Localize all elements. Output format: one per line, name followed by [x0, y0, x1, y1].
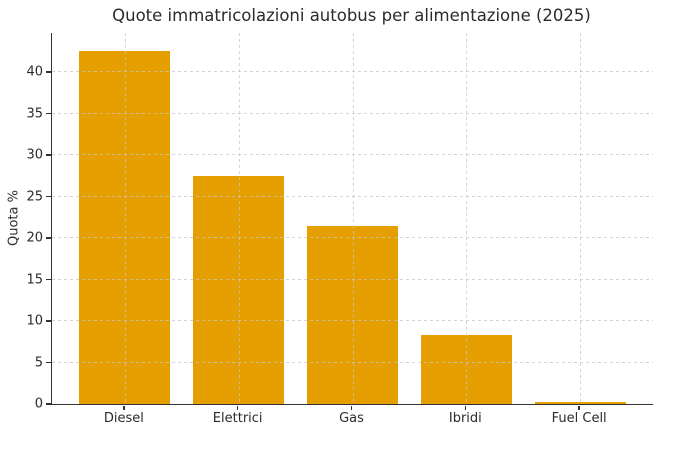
- x-tick-mark: [236, 405, 239, 410]
- x-tick-mark: [123, 405, 125, 410]
- y-tick-label: 5: [34, 355, 43, 370]
- y-tick-label: 40: [26, 64, 43, 80]
- y-tick-label: 15: [26, 272, 43, 287]
- x-tick-mark: [464, 405, 467, 410]
- y-tick-mark: [46, 154, 51, 156]
- plot-area: [51, 33, 653, 405]
- x-tick-label: Ibridi: [448, 411, 482, 426]
- gridline-vertical: [580, 33, 582, 404]
- y-tick-mark: [46, 195, 51, 198]
- bar-fuel-cell: [534, 401, 626, 404]
- y-tick-mark: [46, 112, 51, 115]
- y-tick-mark: [46, 71, 51, 73]
- x-tick-label: Elettrici: [212, 411, 263, 426]
- x-tick-label: Diesel: [103, 411, 144, 426]
- y-tick-mark: [46, 237, 51, 239]
- y-tick-label: 30: [26, 147, 43, 163]
- y-tick-mark: [46, 361, 51, 364]
- x-tick-mark: [350, 405, 353, 410]
- bar-elettrici: [193, 175, 285, 404]
- bar-diesel: [79, 51, 171, 404]
- bar-ibridi: [420, 335, 512, 404]
- x-tick-label: Fuel Cell: [551, 411, 607, 426]
- y-tick-label: 10: [26, 313, 43, 329]
- y-tick-mark: [46, 320, 51, 322]
- y-tick-label: 25: [26, 189, 43, 204]
- y-tick-mark: [46, 403, 51, 405]
- y-tick-label: 20: [26, 230, 43, 246]
- y-tick-label: 0: [34, 396, 43, 412]
- y-tick-label: 35: [26, 106, 43, 121]
- x-tick-mark: [578, 405, 580, 410]
- y-tick-mark: [46, 278, 51, 281]
- bar-gas: [306, 225, 399, 404]
- chart-title: Quote immatricolazioni autobus per alime…: [112, 6, 591, 25]
- x-tick-label: Gas: [339, 411, 364, 426]
